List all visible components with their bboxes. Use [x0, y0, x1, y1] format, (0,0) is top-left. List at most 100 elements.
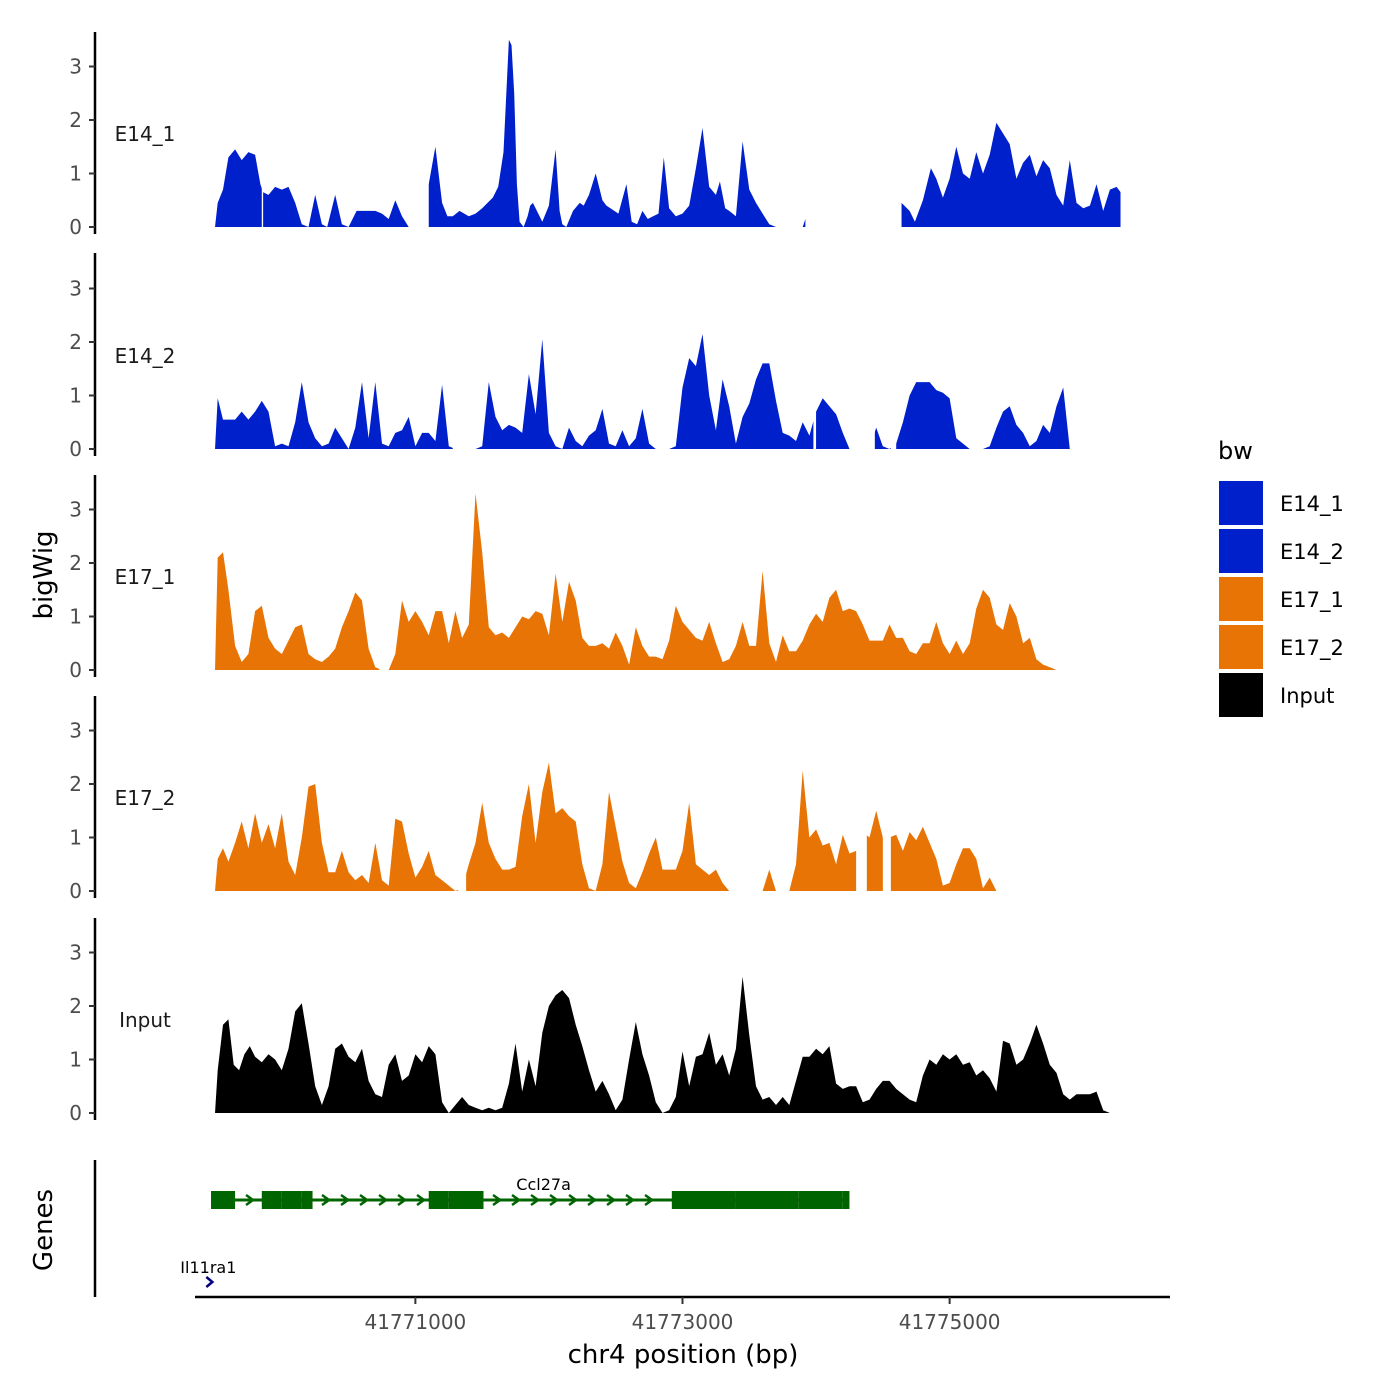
- exon-block: [842, 1191, 850, 1209]
- strand-arrow: [530, 1193, 541, 1207]
- exon-block: [301, 1191, 313, 1209]
- y-tick-label: 0: [69, 437, 82, 461]
- exon-block: [735, 1191, 799, 1209]
- no-data-gap: [193, 27, 216, 228]
- no-data-gap: [458, 691, 467, 892]
- strand-arrow: [416, 1193, 427, 1207]
- legend-label-E17_1: E17_1: [1280, 588, 1344, 613]
- y-tick-label: 0: [69, 215, 82, 239]
- no-data-gap: [414, 27, 429, 228]
- legend-label-E17_2: E17_2: [1280, 636, 1344, 661]
- y-tick-label: 0: [69, 879, 82, 903]
- strand-arrow: [359, 1193, 370, 1207]
- genes-axis-title: Genes: [29, 1189, 59, 1271]
- strand-arrow: [397, 1193, 408, 1207]
- y-tick-label: 3: [69, 498, 82, 522]
- track-Input: 0 1 2 3 Input: [69, 913, 1177, 1125]
- track-E14_1: 0 1 2 3 E14_1: [69, 27, 1177, 239]
- gene-Ccl27a: Ccl27a: [211, 1175, 850, 1209]
- exon-block: [448, 1191, 484, 1209]
- exon-block: [211, 1191, 236, 1209]
- legend-label-Input: Input: [1280, 684, 1334, 708]
- y-tick-label: 1: [69, 1048, 82, 1072]
- coverage-area-E17_1: [215, 493, 1110, 670]
- track-label-E17_1: E17_1: [115, 565, 176, 589]
- legend-swatch-E17_1: [1217, 575, 1265, 623]
- y-tick-label: 2: [69, 772, 82, 796]
- coverage-area-E14_1: [215, 39, 1121, 227]
- strand-arrow: [511, 1193, 522, 1207]
- legend-swatch-E14_1: [1217, 479, 1265, 527]
- no-data-gap: [1116, 248, 1177, 450]
- strand-arrow: [644, 1193, 655, 1207]
- no-data-gap: [1129, 691, 1177, 892]
- strand-arrow: [378, 1193, 389, 1207]
- coverage-area-E14_2: [215, 334, 1117, 449]
- track-label-E14_1: E14_1: [115, 122, 176, 146]
- coverage-tracks: 0 1 2 3 E14_1 0 1 2 3 E14_2 0 1 2 3 E17_1 0 1 2 3 E17_2 0 1 2 3…: [69, 27, 1177, 1125]
- track-label-E17_2: E17_2: [115, 786, 176, 810]
- genes-track: Ccl27a Il11ra1: [93, 1160, 850, 1297]
- y-tick-label: 1: [69, 605, 82, 629]
- no-data-gap: [805, 27, 902, 228]
- no-data-gap: [193, 248, 216, 450]
- no-data-gap: [882, 691, 891, 892]
- coverage-area-E17_2: [215, 762, 1090, 891]
- no-data-gap: [1116, 470, 1177, 671]
- track-E17_1: 0 1 2 3 E17_1: [69, 470, 1177, 682]
- no-data-gap: [856, 691, 867, 892]
- y-tick-label: 1: [69, 162, 82, 186]
- y-tick-label: 2: [69, 551, 82, 575]
- no-data-gap: [1120, 27, 1177, 228]
- y-tick-label: 3: [69, 55, 82, 79]
- track-E14_2: 0 1 2 3 E14_2: [69, 248, 1177, 461]
- y-tick-label: 3: [69, 941, 82, 965]
- gene-label: Il11ra1: [180, 1258, 236, 1277]
- legend-swatch-E14_2: [1217, 527, 1265, 575]
- coverage-area-Input: [215, 976, 1130, 1113]
- strand-arrow: [549, 1193, 560, 1207]
- legend-label-E14_1: E14_1: [1280, 492, 1344, 517]
- y-tick-label: 2: [69, 330, 82, 354]
- y-tick-label: 2: [69, 108, 82, 132]
- track-E17_2: 0 1 2 3 E17_2: [69, 691, 1177, 903]
- no-data-gap: [379, 470, 386, 671]
- strand-arrow: [492, 1193, 503, 1207]
- no-data-gap: [813, 248, 817, 450]
- strand-arrow: [587, 1193, 598, 1207]
- strand-arrow: [625, 1193, 636, 1207]
- x-tick-label: 41775000: [899, 1310, 1001, 1334]
- legend-swatch-Input: [1217, 671, 1265, 719]
- x-axis: 41771000 41773000 41775000: [195, 1295, 1170, 1334]
- exon-block: [798, 1191, 843, 1209]
- no-data-gap: [861, 248, 875, 450]
- x-axis-title: chr4 position (bp): [568, 1340, 799, 1370]
- no-data-gap: [452, 248, 472, 450]
- no-data-gap: [193, 691, 216, 892]
- y-tick-label: 0: [69, 658, 82, 682]
- legend: bw E14_1 E14_2 E17_1 E17_2 Input: [1217, 437, 1344, 719]
- track-label-Input: Input: [119, 1008, 171, 1032]
- no-data-gap: [1129, 913, 1177, 1114]
- x-tick-label: 41773000: [632, 1310, 734, 1334]
- y-tick-label: 0: [69, 1101, 82, 1125]
- strand-arrow: [340, 1193, 351, 1207]
- no-data-gap: [193, 913, 216, 1114]
- strand-arrow: [245, 1193, 256, 1207]
- strand-arrow: [568, 1193, 579, 1207]
- strand-arrow: [205, 1276, 215, 1288]
- strand-arrow: [321, 1193, 332, 1207]
- x-tick-label: 41771000: [364, 1310, 466, 1334]
- exon-block: [281, 1191, 302, 1209]
- no-data-gap: [193, 470, 216, 671]
- y-axis-title: bigWig: [29, 530, 59, 619]
- legend-title: bw: [1218, 437, 1253, 465]
- strand-arrow: [606, 1193, 617, 1207]
- y-tick-label: 1: [69, 826, 82, 850]
- exon-block: [428, 1191, 449, 1209]
- gene-Il11ra1: Il11ra1: [180, 1258, 236, 1288]
- track-label-E14_2: E14_2: [115, 344, 176, 368]
- exon-block: [671, 1191, 736, 1209]
- no-data-gap: [890, 248, 897, 450]
